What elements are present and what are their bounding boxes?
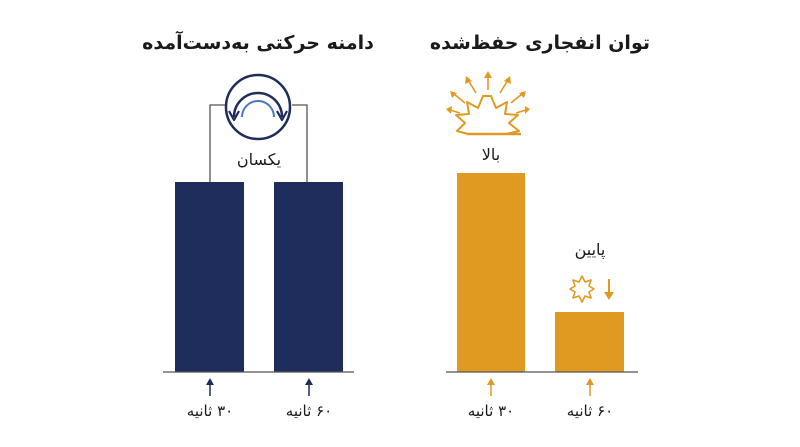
left-panel [163,73,354,396]
rotation-arrow-icon [224,73,292,141]
bar-right-30s [457,173,525,372]
up-arrow-icon [305,378,313,396]
high-label: بالا [481,145,501,164]
left-bracket-line [209,104,225,182]
low-label: پایین [574,240,606,259]
bar-left-60s [274,182,343,372]
small-burst-icon [569,275,595,303]
x-label-left-30s: ۳۰ ثانیه [186,402,234,420]
left-panel-title: دامنه حرکتی به‌دست‌آمده [142,32,374,54]
explosion-burst-icon [446,71,530,136]
right-bracket-line [292,104,308,182]
bar-right-60s [555,312,624,372]
down-arrow-icon [604,279,614,300]
up-arrow-icon [487,378,495,396]
same-label: یکسان [222,150,296,169]
up-arrow-icon [586,378,594,396]
right-panel-title: توان انفجاری حفظ‌شده [429,32,650,54]
bar-left-30s [175,182,244,372]
up-arrow-icon [206,378,214,396]
x-label-right-30s: ۳۰ ثانیه [467,402,515,420]
right-panel [446,71,638,396]
x-label-left-60s: ۶۰ ثانیه [285,402,333,420]
x-label-right-60s: ۶۰ ثانیه [566,402,614,420]
